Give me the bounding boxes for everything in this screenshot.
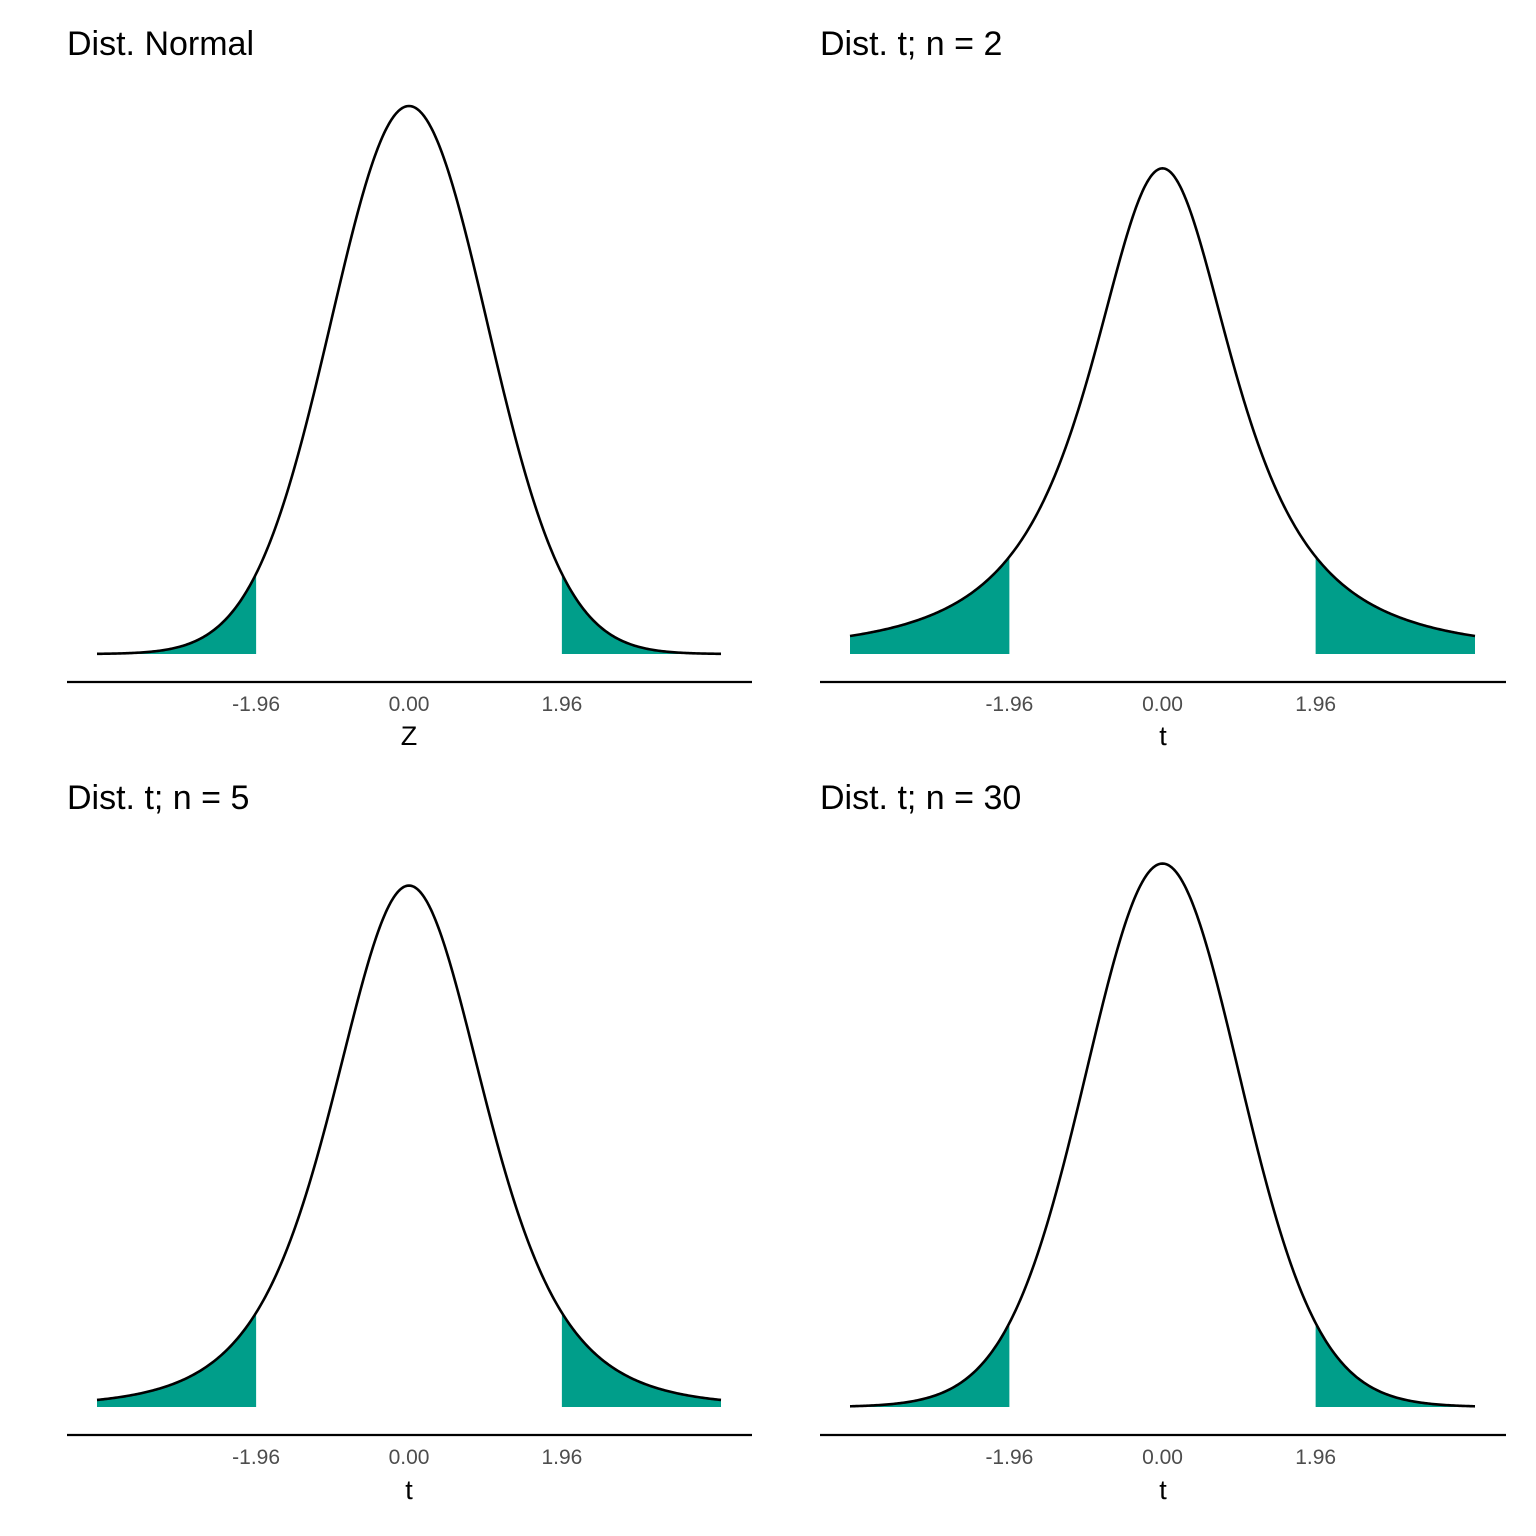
panel-title: Dist. t; n = 2 <box>820 25 1002 63</box>
x-tick-label: 1.96 <box>541 1446 582 1469</box>
x-axis-title: t <box>405 1475 413 1505</box>
right-tail-area <box>1315 1323 1475 1407</box>
x-tick-label: 0.00 <box>389 1446 430 1469</box>
x-tick-label: -1.96 <box>232 1446 280 1469</box>
panel-title: Dist. t; n = 5 <box>67 779 249 817</box>
left-tail-area <box>850 556 1010 654</box>
density-curve <box>849 167 1476 638</box>
left-tail-area <box>97 1312 257 1407</box>
x-axis-title: t <box>1159 721 1167 751</box>
x-tick-label: 1.96 <box>541 693 582 716</box>
density-curve <box>96 884 722 1402</box>
x-axis-title: t <box>1159 1475 1167 1505</box>
panel-t-n2: Dist. t; n = 2 t -1.96 0.00 1.96 <box>820 25 1506 751</box>
x-tick-label: 1.96 <box>1295 1446 1336 1469</box>
panel-title: Dist. Normal <box>67 25 254 63</box>
left-tail-area <box>97 573 257 654</box>
x-tick-label: 1.96 <box>1295 693 1336 716</box>
right-tail-area <box>561 573 721 654</box>
left-tail-area <box>850 1323 1010 1407</box>
panel-normal: Dist. Normal Z -1.96 0.00 1.96 <box>67 25 752 751</box>
density-curve <box>849 862 1476 1408</box>
panel-t-n5: Dist. t; n = 5 t -1.96 0.00 1.96 <box>67 779 752 1505</box>
x-tick-label: -1.96 <box>232 693 280 716</box>
x-tick-label: -1.96 <box>985 1446 1033 1469</box>
x-tick-label: -1.96 <box>985 693 1033 716</box>
x-tick-label: 0.00 <box>389 693 430 716</box>
panel-title: Dist. t; n = 30 <box>820 779 1021 817</box>
x-axis-title: Z <box>401 721 418 751</box>
density-curve <box>96 104 722 656</box>
panel-t-n30: Dist. t; n = 30 t -1.96 0.00 1.96 <box>820 779 1506 1505</box>
x-tick-label: 0.00 <box>1142 693 1183 716</box>
x-tick-label: 0.00 <box>1142 1446 1183 1469</box>
right-tail-area <box>1315 556 1475 654</box>
right-tail-area <box>561 1312 721 1407</box>
